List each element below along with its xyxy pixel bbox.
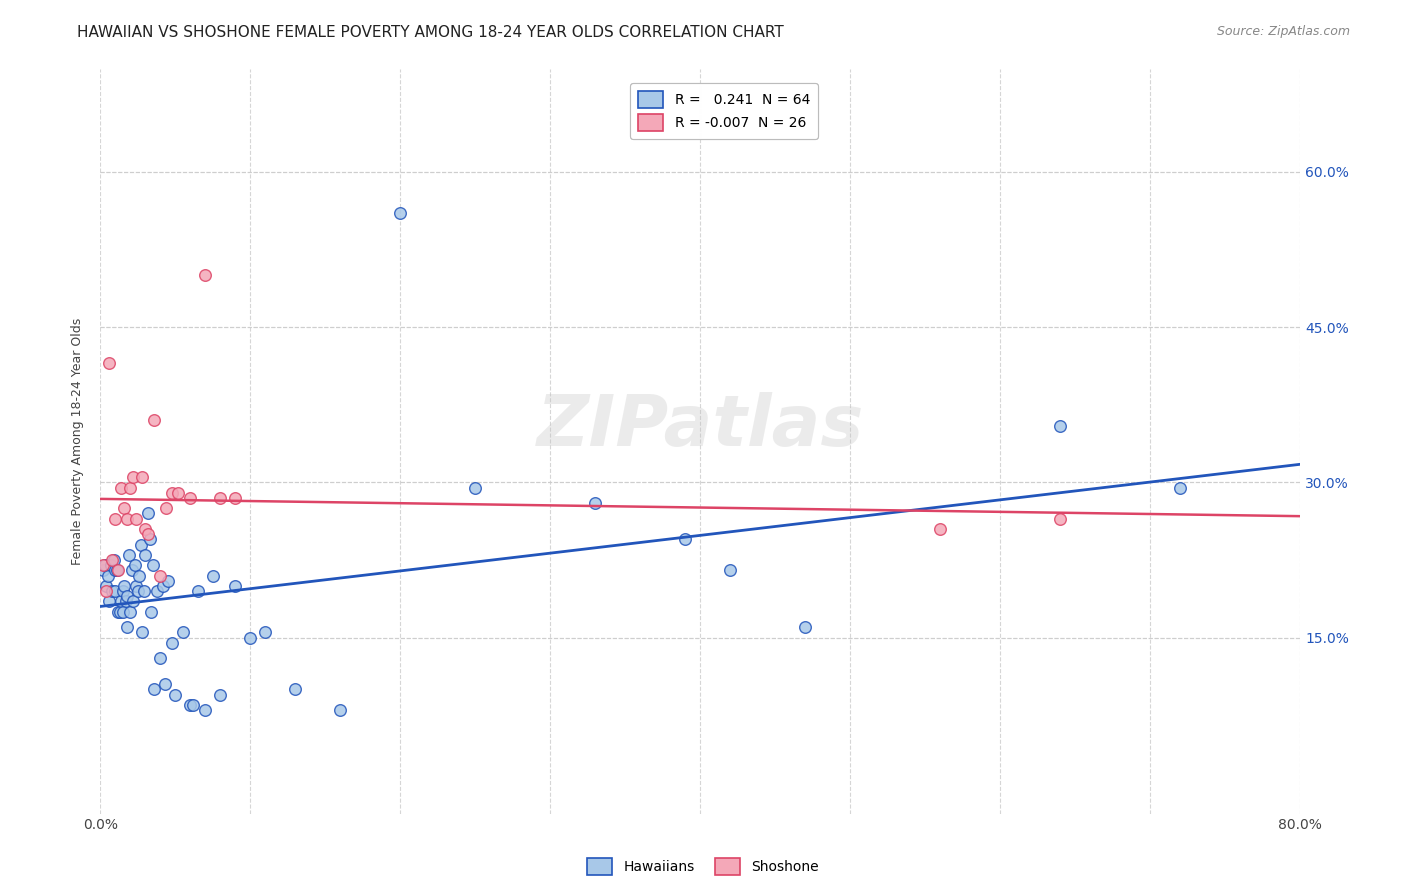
Point xyxy=(110,481,132,495)
Point xyxy=(120,605,142,619)
Point xyxy=(929,522,952,536)
Point xyxy=(152,579,174,593)
Point xyxy=(136,507,159,521)
Point xyxy=(96,579,118,593)
Point xyxy=(91,563,114,577)
Point xyxy=(136,527,159,541)
Point xyxy=(254,625,277,640)
Point xyxy=(194,703,217,717)
Point xyxy=(107,605,129,619)
Point xyxy=(100,558,122,573)
Point xyxy=(104,563,127,577)
Point xyxy=(209,688,232,702)
Point xyxy=(107,563,129,577)
Point xyxy=(112,579,135,593)
Point xyxy=(103,553,125,567)
Text: ZIPatlas: ZIPatlas xyxy=(537,392,863,460)
Point xyxy=(239,631,262,645)
Point xyxy=(125,579,148,593)
Point xyxy=(138,533,160,547)
Point xyxy=(122,470,145,484)
Point xyxy=(389,206,412,220)
Point xyxy=(132,584,155,599)
Point xyxy=(160,636,183,650)
Point xyxy=(143,413,166,427)
Point xyxy=(167,485,190,500)
Point xyxy=(673,533,696,547)
Point xyxy=(125,511,148,525)
Point xyxy=(464,481,486,495)
Point xyxy=(155,501,177,516)
Text: HAWAIIAN VS SHOSHONE FEMALE POVERTY AMONG 18-24 YEAR OLDS CORRELATION CHART: HAWAIIAN VS SHOSHONE FEMALE POVERTY AMON… xyxy=(77,25,785,40)
Point xyxy=(115,511,138,525)
Point xyxy=(105,563,128,577)
Point xyxy=(131,470,153,484)
Point xyxy=(149,568,172,582)
Point xyxy=(142,558,165,573)
Point xyxy=(153,677,176,691)
Point xyxy=(134,522,156,536)
Point xyxy=(172,625,194,640)
Point xyxy=(209,491,232,505)
Point xyxy=(129,537,152,551)
Point xyxy=(1168,481,1191,495)
Point xyxy=(111,605,134,619)
Point xyxy=(179,491,201,505)
Point xyxy=(104,511,127,525)
Point xyxy=(96,584,118,599)
Point xyxy=(284,682,307,697)
Point xyxy=(156,574,179,588)
Point xyxy=(718,563,741,577)
Point xyxy=(1049,511,1071,525)
Point xyxy=(329,703,352,717)
Point xyxy=(98,594,121,608)
Point xyxy=(110,594,132,608)
Legend: Hawaiians, Shoshone: Hawaiians, Shoshone xyxy=(582,853,824,880)
Point xyxy=(108,605,131,619)
Point xyxy=(104,584,127,599)
Point xyxy=(1049,418,1071,433)
Legend: R =   0.241  N = 64, R = -0.007  N = 26: R = 0.241 N = 64, R = -0.007 N = 26 xyxy=(630,83,818,139)
Point xyxy=(224,579,246,593)
Point xyxy=(112,501,135,516)
Point xyxy=(181,698,204,712)
Point xyxy=(583,496,606,510)
Point xyxy=(141,605,163,619)
Point xyxy=(101,553,124,567)
Point xyxy=(101,584,124,599)
Point xyxy=(134,548,156,562)
Y-axis label: Female Poverty Among 18-24 Year Olds: Female Poverty Among 18-24 Year Olds xyxy=(72,318,84,565)
Point xyxy=(115,620,138,634)
Point xyxy=(114,594,136,608)
Point xyxy=(91,558,114,573)
Point xyxy=(131,625,153,640)
Point xyxy=(121,563,143,577)
Text: Source: ZipAtlas.com: Source: ZipAtlas.com xyxy=(1216,25,1350,38)
Point xyxy=(149,651,172,665)
Point xyxy=(120,481,142,495)
Point xyxy=(160,485,183,500)
Point xyxy=(97,568,120,582)
Point xyxy=(165,688,187,702)
Point xyxy=(201,568,224,582)
Point xyxy=(224,491,246,505)
Point xyxy=(187,584,209,599)
Point xyxy=(93,558,115,573)
Point xyxy=(128,568,150,582)
Point xyxy=(118,548,141,562)
Point xyxy=(124,558,146,573)
Point xyxy=(127,584,149,599)
Point xyxy=(122,594,145,608)
Point xyxy=(143,682,166,697)
Point xyxy=(98,356,121,370)
Point xyxy=(194,268,217,283)
Point xyxy=(179,698,201,712)
Point xyxy=(146,584,169,599)
Point xyxy=(111,584,134,599)
Point xyxy=(115,589,138,603)
Point xyxy=(794,620,817,634)
